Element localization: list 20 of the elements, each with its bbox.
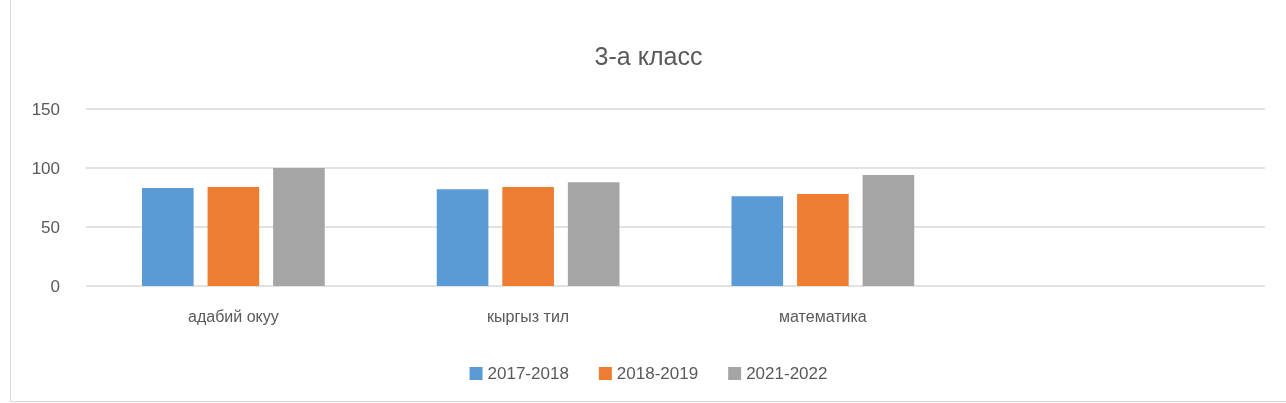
bar — [797, 193, 849, 286]
bar — [567, 182, 620, 286]
y-tick-label: 0 — [50, 276, 60, 296]
bar — [502, 186, 554, 286]
legend-label: 2017-2018 — [487, 364, 569, 383]
x-tick-label: математика — [779, 307, 867, 325]
y-tick-label: 150 — [31, 99, 60, 119]
legend-label: 2021-2022 — [746, 364, 828, 383]
bar — [207, 186, 260, 286]
bar — [436, 189, 489, 286]
bar — [731, 196, 784, 286]
chart-title: 3-а класс — [594, 41, 703, 70]
y-tick-label: 50 — [41, 217, 60, 237]
bar — [273, 168, 325, 286]
bar — [862, 175, 915, 286]
y-tick-label: 100 — [31, 158, 60, 178]
x-tick-label: кыргыз тил — [487, 307, 570, 325]
legend-label: 2018-2019 — [616, 364, 699, 383]
bar — [142, 188, 194, 286]
x-tick-label: адабий окуу — [188, 307, 279, 325]
